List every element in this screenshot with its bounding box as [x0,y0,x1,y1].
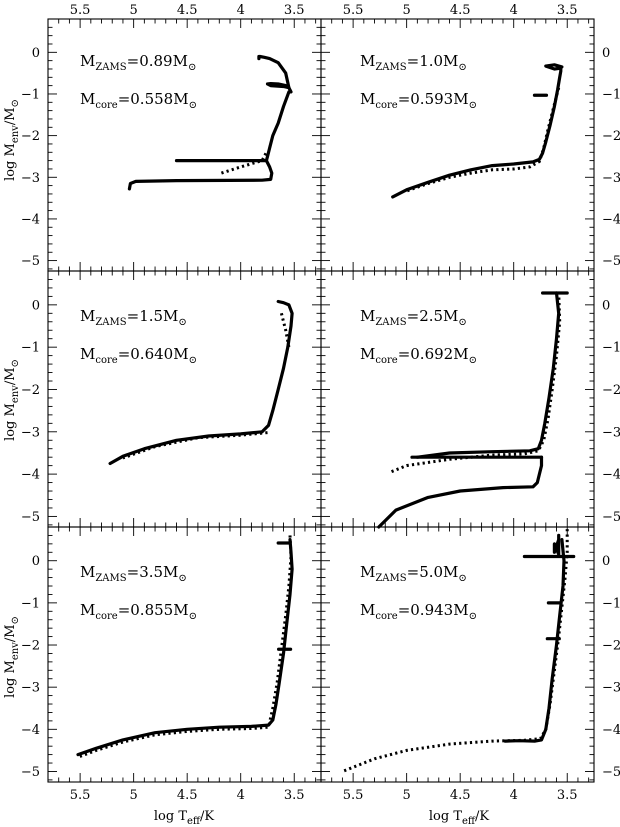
x-tick-label: 5 [403,3,411,18]
y-tick-label: 0 [32,554,40,569]
zams-mass-label-p3: MZAMS=1.5M⊙ [80,307,187,328]
track-solid-p6-1 [552,533,561,556]
zams-mass-label-p4: MZAMS=2.5M⊙ [360,307,467,328]
y-axis-title-top: log Menv/M⊙ [3,99,21,181]
x-tick-label: 5 [130,3,138,18]
core-mass-label-p2: Mcore=0.593M⊙ [360,90,477,111]
panel-p1: 0 −1 −2 −3 −4 −5 5.5 5 4.5 4 3.5 MZAMS=0.89M⊙ Mcore=… [21,3,322,272]
y-tick-label: −4 [21,468,40,483]
y-tick-label: −1 [21,87,40,102]
track-solid-p5-1 [76,538,294,757]
y-tick-label: −1 [602,596,620,611]
x-tick-label: 4 [237,788,245,803]
y-tick-label: −2 [21,639,40,654]
panel-p2: 0 −1 −2 −3 −4 −5 5.5 5 4.5 4 3.5 MZAMS=1.0M⊙ Mcore=0… [320,3,620,272]
panel-p6: 0 −1 −2 −3 −4 −5 5.5 5 4.5 4 3.5 MZAMS=5.0M⊙ Mcore=0… [320,526,620,803]
x-tick-label: 5.5 [70,3,91,18]
core-mass-label-p5: Mcore=0.855M⊙ [80,601,197,622]
y-axis-title-middle: log Menv/M⊙ [3,359,21,441]
zams-mass-label-p6: MZAMS=5.0M⊙ [360,563,467,584]
y-tick-label: −5 [21,510,40,525]
y-tick-label: 0 [32,298,40,313]
y-tick-label: −5 [21,765,40,780]
y-tick-label: −2 [602,639,620,654]
track-solid-p1-0 [257,54,291,90]
y-tick-label: −1 [602,87,620,102]
panel-p5: 0 −1 −2 −3 −4 −5 5.5 5 4.5 4 3.5 MZAMS=3.5M⊙ Mcore=0… [21,526,322,803]
y-tick-label: −2 [602,129,620,144]
y-tick-label: −4 [602,468,620,483]
x-axis-title-left: log Teff/K [154,809,215,827]
panel-p4: 0 −1 −2 −3 −4 −5 MZAMS=2.5M⊙ Mcore=0.692M⊙ [320,270,620,529]
track-dotted-p3-0 [279,312,291,348]
x-tick-label: 4.5 [177,3,198,18]
y-tick-label: −4 [602,212,620,227]
panel-p3: 0 −1 −2 −3 −4 −5 MZAMS=1.5M⊙ Mcore=0.640M⊙ [21,270,322,528]
y-tick-label: −4 [21,212,40,227]
x-tick-label: 4 [237,3,245,18]
x-tick-label: 4.5 [450,3,471,18]
y-tick-label: −3 [602,425,620,440]
y-tick-label: −5 [21,254,40,269]
core-mass-label-p3: Mcore=0.640M⊙ [80,345,197,366]
y-tick-label: −1 [21,596,40,611]
track-dotted-p1-0 [220,151,268,175]
y-tick-label: −5 [602,765,620,780]
y-tick-label: −4 [21,723,40,738]
core-mass-label-p4: Mcore=0.692M⊙ [360,345,477,366]
x-tick-label: 3.5 [284,3,305,18]
y-tick-label: −2 [602,383,620,398]
x-tick-label: 4.5 [177,788,198,803]
x-tick-label: 3.5 [557,3,578,18]
x-tick-label: 5 [403,788,411,803]
track-solid-p1-3 [127,159,274,191]
x-tick-label: 4.5 [450,788,471,803]
y-tick-label: −3 [21,171,40,186]
track-solid-p2-0 [391,63,564,199]
panels-layer: 0 −1 −2 −3 −4 −5 5.5 5 4.5 4 3.5 MZAMS=0.89M⊙ Mcore=… [21,3,620,803]
y-tick-label: −2 [21,129,40,144]
core-mass-label-p6: Mcore=0.943M⊙ [360,601,477,622]
track-solid-p3-0 [108,299,294,466]
y-tick-label: 0 [32,46,40,61]
track-solid-p1-1 [265,82,293,94]
x-tick-label: 5.5 [343,3,364,18]
y-tick-label: −5 [602,510,620,525]
y-tick-label: −3 [21,425,40,440]
y-tick-label: −4 [602,723,620,738]
x-tick-label: 5.5 [343,788,364,803]
y-tick-label: −3 [602,171,620,186]
x-axis-title-right: log Teff/K [429,809,490,827]
x-tick-label: 3.5 [284,788,305,803]
zams-mass-label-p5: MZAMS=3.5M⊙ [80,563,187,584]
y-tick-label: −3 [21,681,40,696]
y-tick-label: −3 [602,681,620,696]
zams-mass-label-p2: MZAMS=1.0M⊙ [360,52,467,73]
zams-mass-label-p1: MZAMS=0.89M⊙ [80,52,196,73]
y-axis-title-bottom: log Menv/M⊙ [3,616,21,698]
track-solid-p6-2 [503,538,566,743]
track-dotted-p3-1 [122,431,268,460]
y-tick-label: −2 [21,383,40,398]
track-solid-p4-3 [377,455,544,529]
track-dotted-p6-0 [341,529,569,773]
y-tick-label: −1 [21,341,40,356]
track-dotted-p5-0 [77,535,293,759]
track-dotted-p2-0 [406,87,561,193]
x-tick-label: 3.5 [557,788,578,803]
y-tick-label: 0 [602,298,610,313]
x-tick-label: 4 [510,3,518,18]
core-mass-label-p1: Mcore=0.558M⊙ [80,90,197,111]
x-tick-label: 5 [130,788,138,803]
track-solid-p4-1 [415,291,561,459]
y-tick-label: 0 [602,46,610,61]
y-tick-label: −5 [602,254,620,269]
y-tick-label: −1 [602,341,620,356]
panel-frame-p6 [320,526,595,783]
y-tick-label: 0 [602,554,610,569]
x-tick-label: 4 [510,788,518,803]
x-tick-label: 5.5 [70,788,91,803]
